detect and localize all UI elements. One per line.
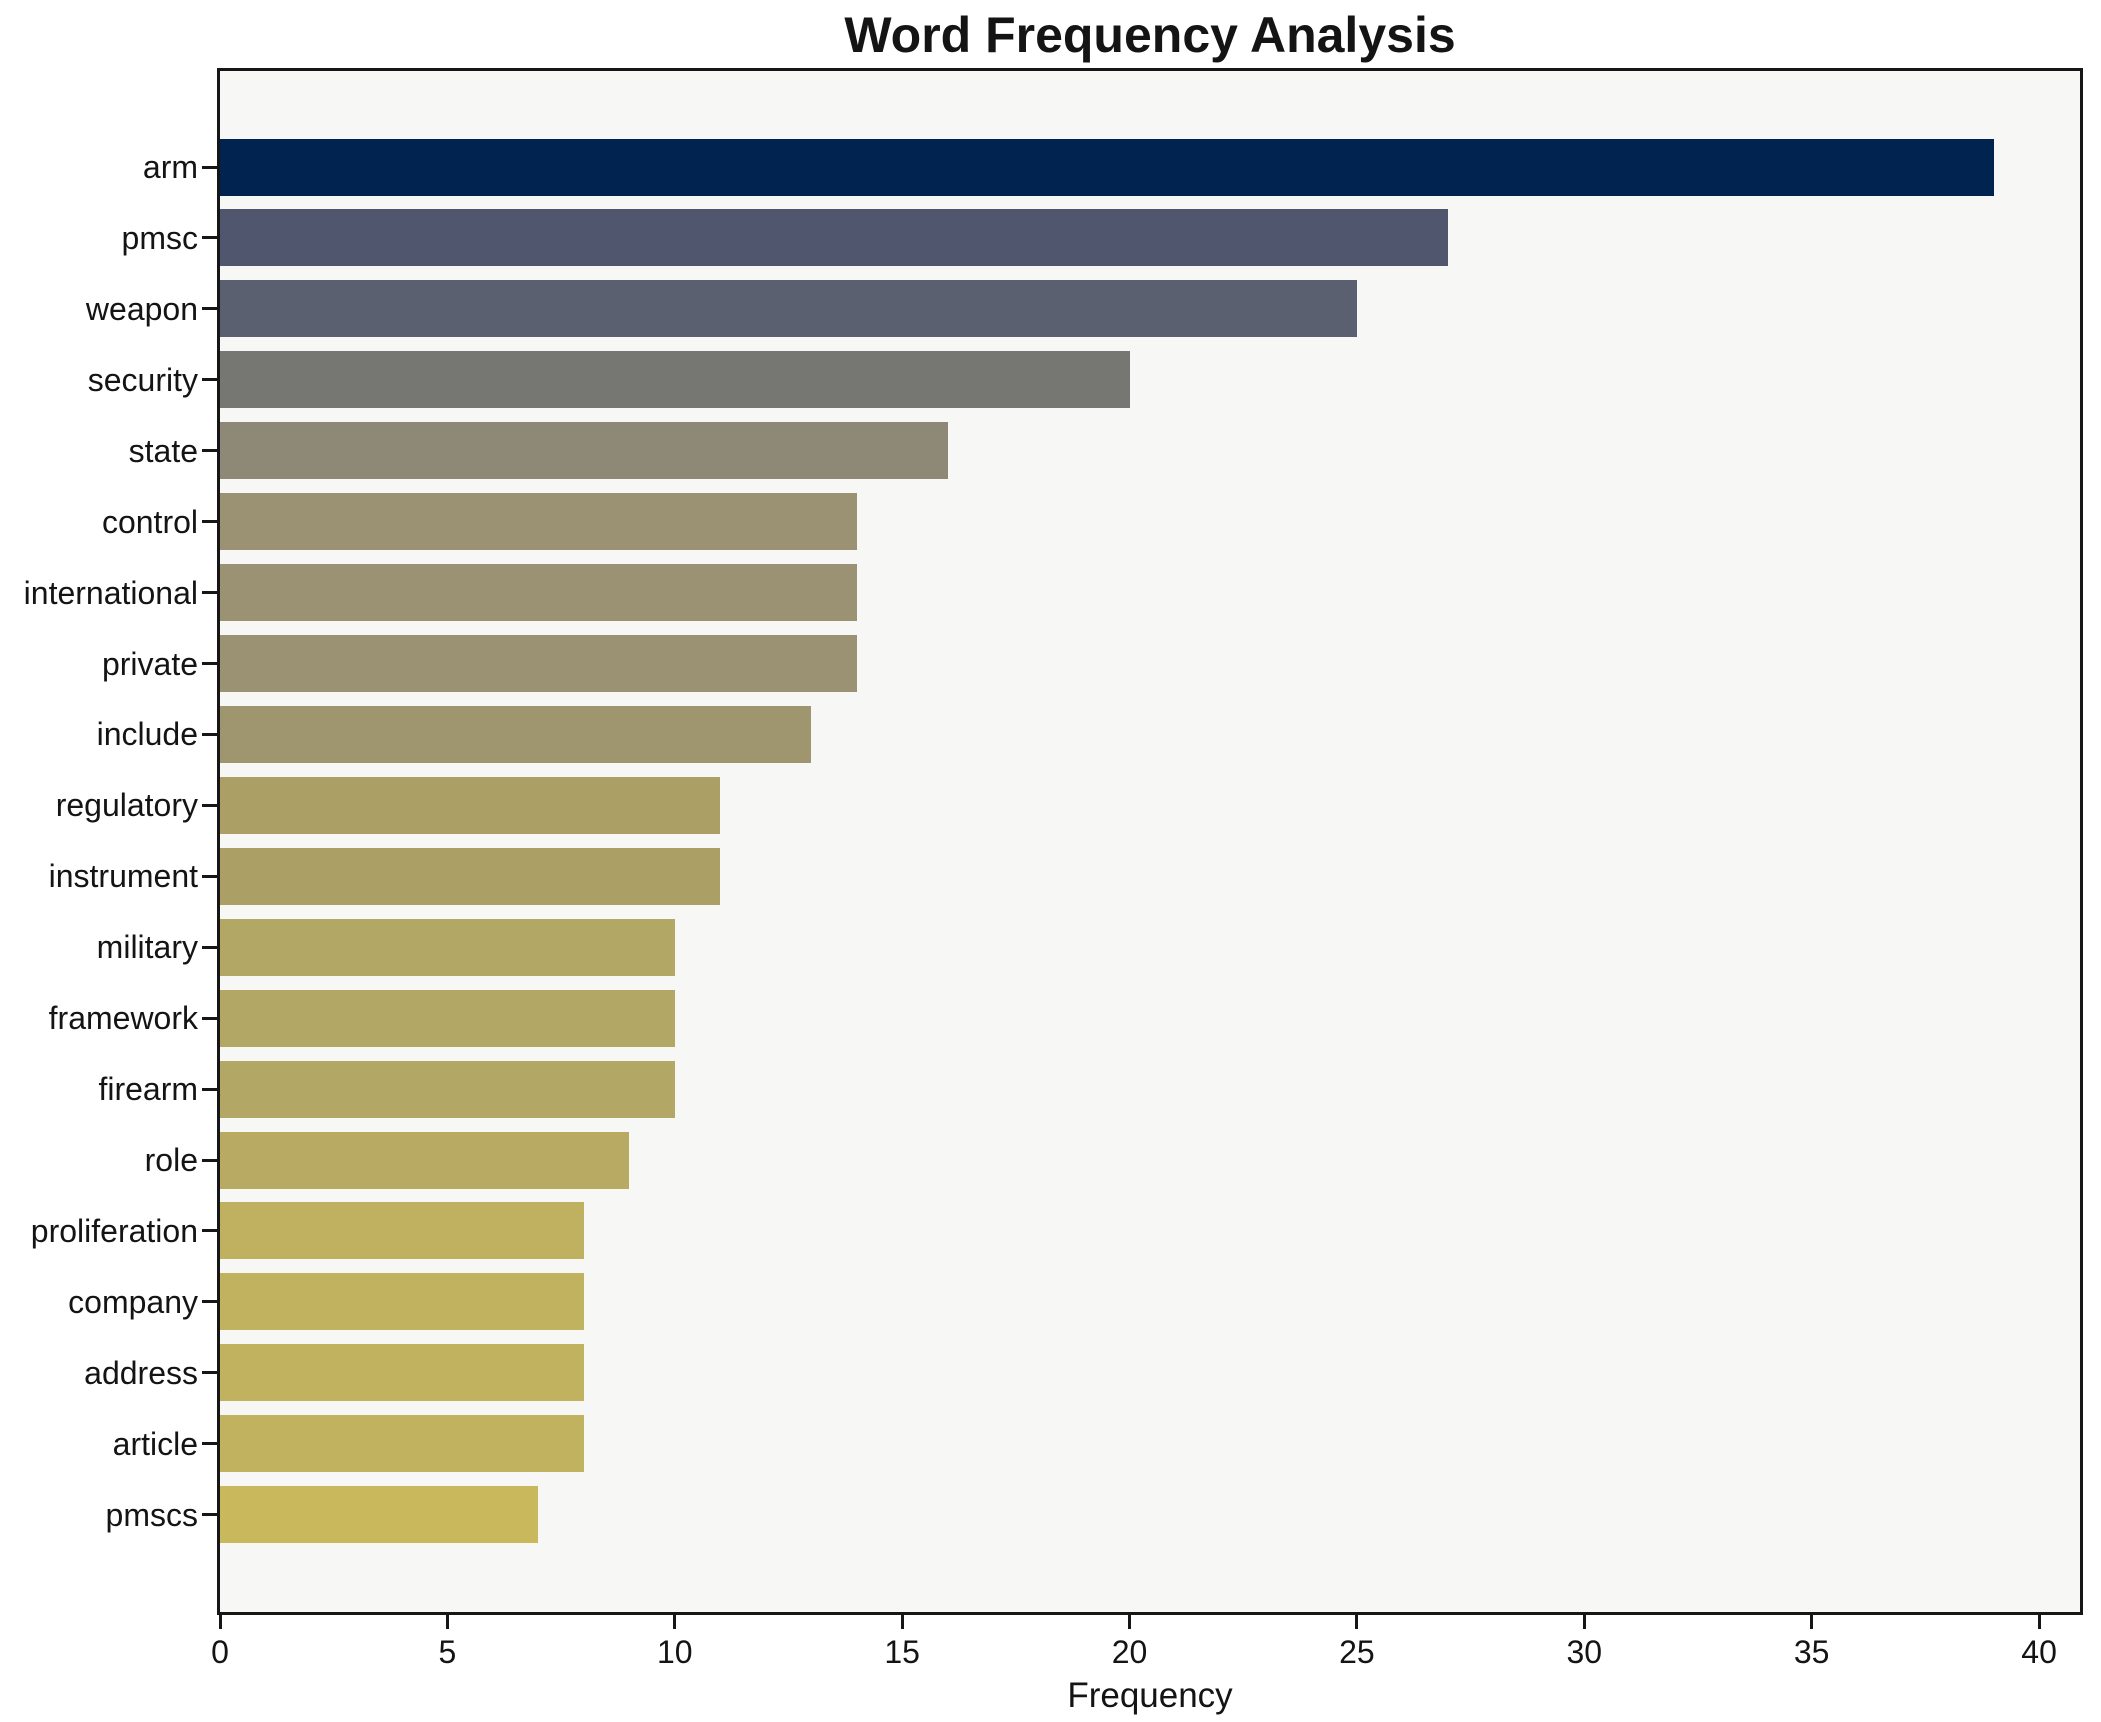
y-tick-mark-framework (202, 1016, 217, 1020)
x-tick-mark-10 (673, 1615, 677, 1629)
x-tick-mark-0 (218, 1615, 222, 1629)
x-tick-label-30: 30 (1566, 1634, 1603, 1670)
y-tick-mark-role (202, 1158, 217, 1162)
bar-pmsc (220, 209, 1448, 267)
bar-security (220, 351, 1130, 409)
y-tick-label-private: private (101, 645, 198, 682)
x-tick-mark-15 (900, 1615, 904, 1629)
bar-framework (220, 989, 675, 1047)
x-axis-label: Frequency (1067, 1676, 1233, 1715)
x-tick-mark-40 (2037, 1615, 2041, 1629)
y-tick-mark-firearm (202, 1087, 217, 1091)
x-tick-label-0: 0 (211, 1634, 229, 1670)
x-tick-mark-25 (1355, 1615, 1359, 1629)
y-tick-mark-company (202, 1300, 217, 1304)
x-tick-mark-30 (1582, 1615, 1586, 1629)
bar-weapon (220, 280, 1357, 338)
bar-military (220, 918, 675, 976)
bar-state (220, 422, 948, 480)
x-tick-label-35: 35 (1793, 1634, 1830, 1670)
bar-proliferation (220, 1202, 584, 1260)
y-tick-label-security: security (87, 361, 198, 398)
x-tick-label-15: 15 (884, 1634, 920, 1670)
plot-area (217, 68, 2083, 1615)
y-tick-label-firearm: firearm (98, 1071, 198, 1108)
y-tick-mark-control (202, 520, 217, 524)
bar-arm (220, 138, 1994, 196)
y-tick-label-pmsc: pmsc (121, 219, 198, 256)
bar-article (220, 1415, 584, 1473)
y-tick-mark-include (202, 732, 217, 736)
y-tick-label-role: role (144, 1142, 198, 1179)
x-tick-mark-20 (1128, 1615, 1132, 1629)
x-tick-mark-35 (1810, 1615, 1814, 1629)
bar-international (220, 564, 857, 622)
y-tick-mark-security (202, 378, 217, 382)
x-tick-label-5: 5 (438, 1634, 457, 1670)
y-tick-mark-state (202, 449, 217, 453)
chart-title: Word Frequency Analysis (844, 7, 1456, 63)
x-tick-label-10: 10 (656, 1634, 693, 1670)
bar-regulatory (220, 776, 721, 834)
y-tick-label-international: international (23, 574, 198, 611)
y-tick-mark-regulatory (202, 803, 217, 807)
y-tick-label-instrument: instrument (48, 858, 198, 895)
x-tick-label-25: 25 (1339, 1634, 1375, 1670)
y-tick-mark-article (202, 1442, 217, 1446)
y-tick-label-arm: arm (142, 149, 198, 185)
y-tick-label-control: control (101, 503, 198, 540)
y-tick-mark-proliferation (202, 1229, 217, 1233)
x-tick-label-20: 20 (1111, 1634, 1148, 1670)
y-tick-label-regulatory: regulatory (55, 787, 198, 824)
y-tick-label-weapon: weapon (85, 290, 198, 327)
bar-role (220, 1131, 630, 1189)
y-tick-mark-pmsc (202, 236, 217, 240)
bar-firearm (220, 1060, 675, 1118)
bar-address (220, 1344, 584, 1402)
bar-instrument (220, 847, 721, 905)
y-tick-label-pmscs: pmscs (105, 1496, 198, 1533)
y-tick-label-proliferation: proliferation (30, 1212, 198, 1249)
y-tick-mark-weapon (202, 307, 217, 311)
y-tick-mark-military (202, 945, 217, 949)
y-tick-label-military: military (96, 929, 198, 966)
y-tick-label-state: state (128, 432, 198, 469)
x-tick-label-40: 40 (2021, 1634, 2057, 1670)
y-tick-mark-international (202, 591, 217, 595)
y-tick-mark-address (202, 1371, 217, 1375)
bar-control (220, 493, 857, 551)
y-tick-mark-arm (202, 165, 217, 169)
y-tick-mark-private (202, 662, 217, 665)
y-tick-mark-pmscs (202, 1513, 217, 1517)
bar-pmscs (220, 1486, 539, 1544)
y-tick-label-include: include (96, 716, 198, 753)
y-tick-label-article: article (112, 1425, 198, 1462)
y-tick-label-company: company (68, 1283, 198, 1320)
y-tick-label-framework: framework (48, 1000, 198, 1037)
x-tick-mark-5 (445, 1615, 449, 1629)
y-tick-mark-instrument (202, 874, 217, 878)
y-tick-label-address: address (84, 1354, 198, 1391)
bar-include (220, 705, 812, 763)
bar-private (220, 635, 857, 692)
bar-company (220, 1273, 584, 1331)
